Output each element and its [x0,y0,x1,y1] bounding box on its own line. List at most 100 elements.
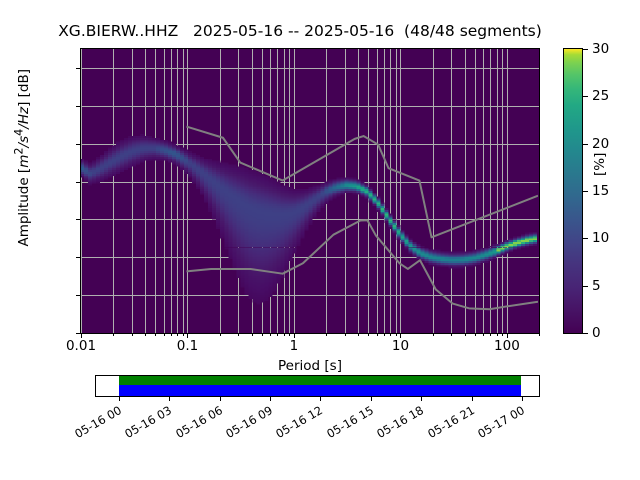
timeline-tick-label: 05-16 09 [223,403,276,441]
gridline-vertical [483,48,485,334]
x-tick-mark-minor [395,334,397,336]
y-tick-mark [76,219,80,221]
x-tick-mark-minor [539,334,540,336]
timeline-tick-label: 05-17 00 [475,403,527,441]
gridline-vertical [163,48,165,334]
x-tick-mark-minor [145,334,147,336]
colorbar-tick-label: 30 [592,41,610,57]
colorbar-tick-mark [583,143,588,145]
timeline-tick-label: 05-16 12 [273,403,326,441]
timeline-tick-label: 05-16 03 [122,403,175,441]
x-tick-label: 1 [289,338,299,354]
x-tick-mark-minor [131,334,133,336]
x-tick-mark-minor [155,334,157,336]
data-coverage-green [118,376,522,386]
colorbar-tick-label: 20 [592,135,610,152]
y-tick-mark [76,295,80,297]
y-tick-mark [76,181,80,183]
x-tick-label: 100 [494,338,520,354]
x-tick-mark [81,334,82,338]
timeline-tick-mark [370,397,372,401]
y-tick-mark [76,333,80,334]
gridline-vertical [81,48,82,334]
gridline-horizontal [80,333,540,334]
timeline-coverage-axes [95,375,540,397]
noise-model-curve-nlnm [186,219,538,311]
gridline-vertical [496,48,498,334]
x-tick-mark-minor [464,334,466,336]
gridline-vertical [451,48,453,334]
x-tick-mark-minor [113,334,115,336]
x-tick-mark-minor [270,334,272,336]
gridline-vertical [177,48,179,334]
gridline-vertical [145,48,147,334]
x-tick-mark-minor [483,334,485,336]
x-tick-label: 0.1 [176,338,199,354]
colorbar-tick-mark [583,333,588,334]
gridline-vertical [155,48,157,334]
y-tick-mark [76,105,80,107]
x-tick-mark-minor [490,334,492,336]
gridline-horizontal [80,181,540,183]
colorbar-tick-mark [583,238,588,240]
gridline-vertical [187,48,189,334]
colorbar-tick-mark [583,49,588,50]
gridline-vertical [464,48,466,334]
gridline-vertical [432,48,434,334]
colorbar-tick-label: 0 [592,325,601,341]
gridline-vertical [390,48,392,334]
gridline-vertical [502,48,504,334]
ppsd-plot-area [80,48,540,334]
timeline-tick-label: 05-16 00 [72,403,124,441]
x-tick-mark-minor [502,334,504,336]
colorbar-tick-mark [583,191,588,192]
timeline-tick-mark [118,397,120,401]
colorbar-tick-label: 25 [592,88,610,105]
data-coverage-blue [118,385,522,396]
x-tick-label: 10 [391,338,410,354]
x-tick-mark-minor [283,334,285,336]
gridline-vertical [506,48,508,334]
page-title: XG.BIERW..HHZ 2025-05-16 -- 2025-05-16 (… [58,22,542,40]
x-tick-label: 0.01 [65,338,97,354]
timeline-tick-mark [270,397,272,401]
colorbar-tick-mark [583,96,588,98]
y-tick-mark [76,143,80,145]
x-tick-mark-minor [277,334,279,336]
gridline-vertical [539,48,540,334]
x-tick-mark-minor [326,334,328,336]
gridline-vertical [131,48,133,334]
timeline-tick-mark [320,397,322,401]
noise-model-curve-nhnm [186,125,538,239]
x-tick-mark-minor [432,334,434,336]
x-tick-mark [293,334,295,338]
x-tick-mark-minor [344,334,346,336]
gridline-vertical [383,48,385,334]
x-tick-mark-minor [383,334,385,336]
timeline-tick-mark [421,397,423,401]
x-tick-mark-minor [163,334,165,336]
gridline-vertical [395,48,397,334]
timeline-tick-label: 05-16 21 [424,403,477,441]
colorbar [563,48,583,334]
x-tick-mark-minor [474,334,476,336]
gridline-vertical [474,48,476,334]
x-tick-mark [506,334,508,338]
timeline-tick-mark [521,397,523,401]
y-tick-mark [76,257,80,259]
x-tick-mark-minor [358,334,360,336]
x-tick-mark [187,334,189,338]
timeline-tick-label: 05-16 18 [374,403,427,441]
gridline-vertical [182,48,184,334]
gridline-vertical [376,48,378,334]
colorbar-tick-mark [583,285,588,287]
colorbar-tick-label: 10 [592,230,610,247]
timeline-tick-mark [219,397,221,401]
x-tick-mark-minor [390,334,392,336]
gridline-horizontal [80,105,540,107]
colorbar-label: [%] [592,152,608,176]
x-tick-mark-minor [177,334,179,336]
x-tick-mark-minor [251,334,253,336]
y-tick-mark [76,67,80,69]
